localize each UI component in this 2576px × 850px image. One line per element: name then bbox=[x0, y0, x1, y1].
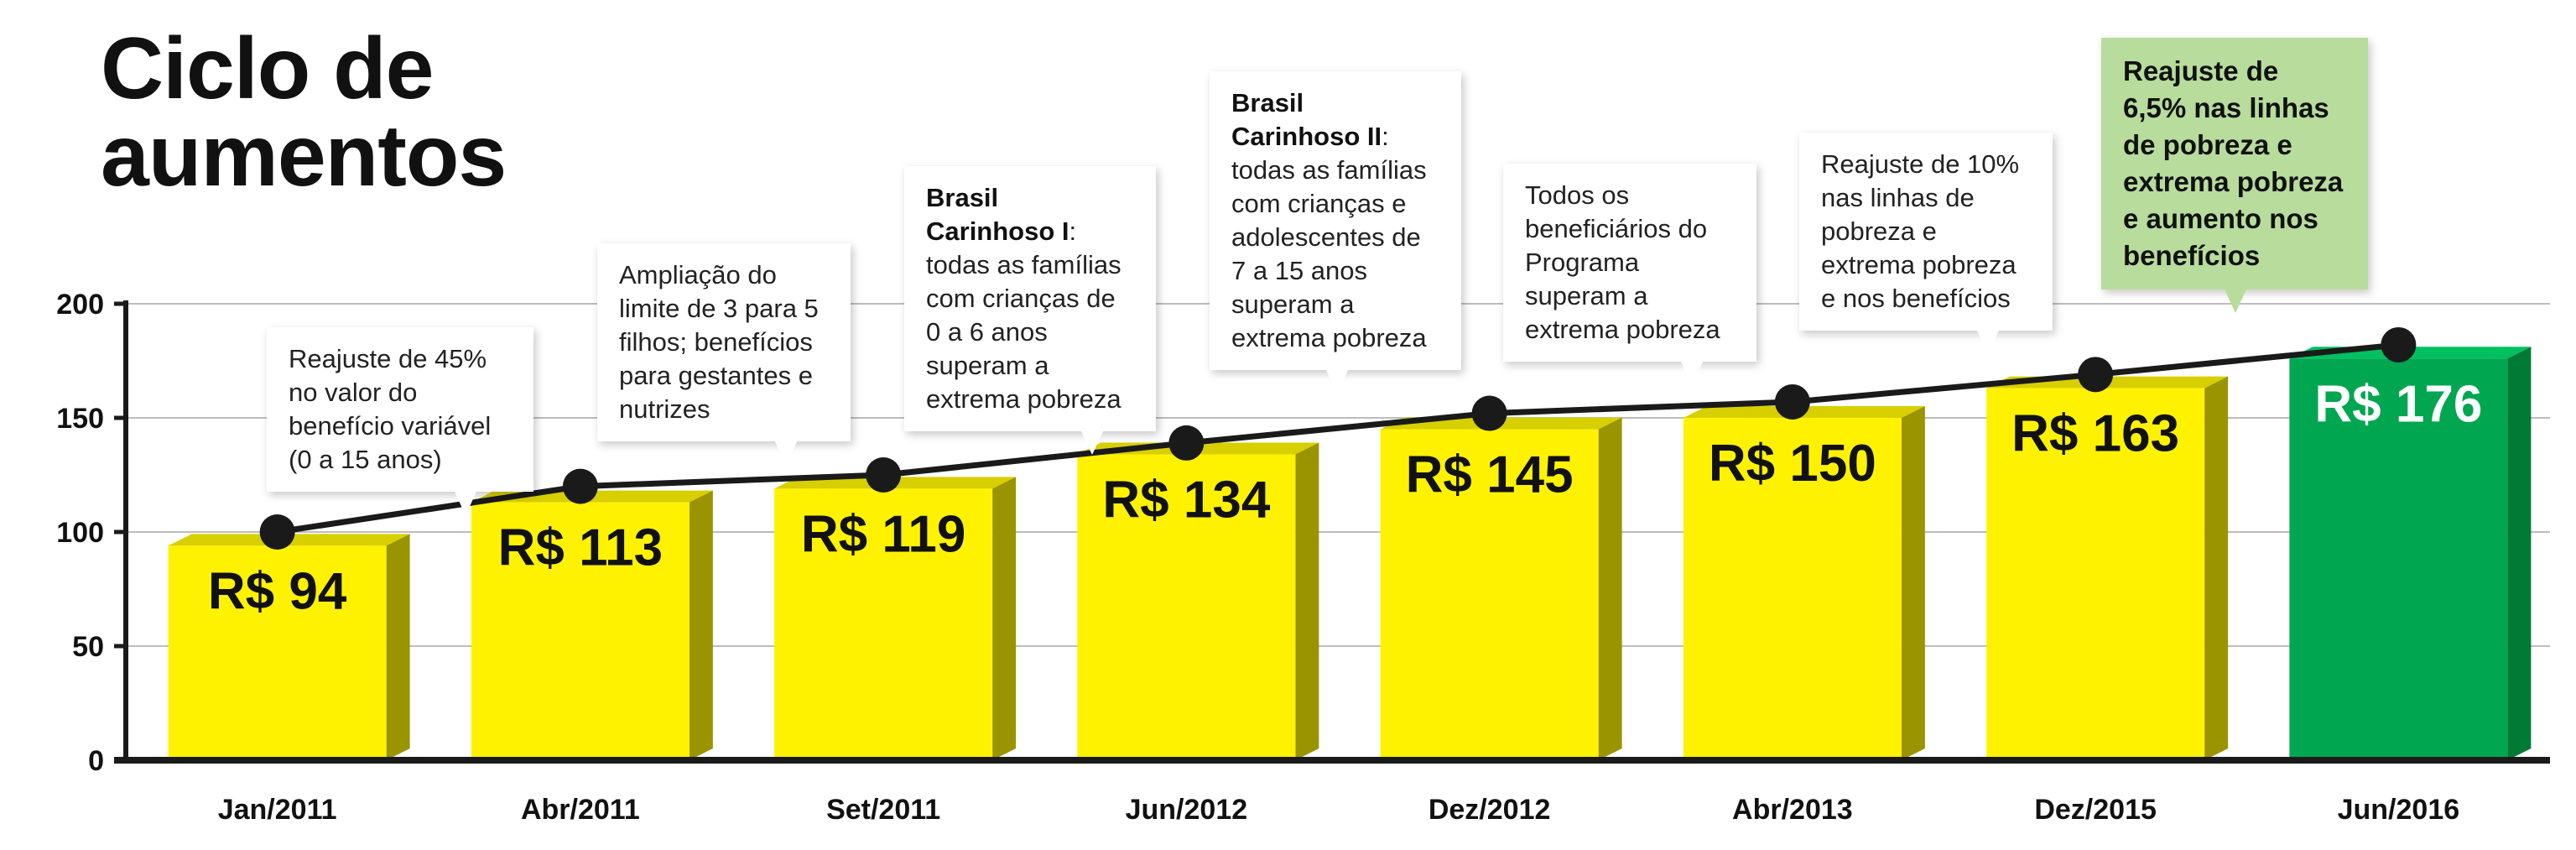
callout-text: Reajuste de 10% nas linhas de pobreza e … bbox=[1821, 149, 2020, 313]
trend-point bbox=[1774, 383, 1810, 420]
bar bbox=[1683, 418, 1902, 760]
trend-point bbox=[1471, 395, 1507, 431]
bar-side-face bbox=[1598, 417, 1622, 760]
bar-side-face bbox=[1295, 442, 1319, 760]
bar-side-face bbox=[2507, 347, 2532, 760]
x-tick-label: Jun/2016 bbox=[2338, 794, 2460, 826]
bar-value-label: R$ 113 bbox=[498, 519, 664, 577]
x-tick-label: Jan/2011 bbox=[218, 794, 337, 826]
y-tick-label: 150 bbox=[56, 403, 104, 435]
chart-title: Ciclo de aumentos bbox=[101, 20, 507, 205]
bar-value-label: R$ 145 bbox=[1406, 446, 1574, 504]
bar-side-face bbox=[992, 477, 1017, 760]
callout-text: Reajuste de 45% no valor do benefício va… bbox=[289, 344, 492, 474]
bar bbox=[774, 488, 993, 760]
y-tick-label: 100 bbox=[56, 517, 104, 549]
bar-value-label: R$ 176 bbox=[2314, 375, 2482, 433]
bar bbox=[168, 545, 387, 760]
bar-value-label: R$ 94 bbox=[208, 562, 347, 620]
callout-text: : todas as famílias com crianças e adole… bbox=[1231, 122, 1427, 352]
callout-jun-2016: Reajuste de 6,5% nas linhas de pobreza e… bbox=[2101, 38, 2368, 313]
trend-point bbox=[1168, 425, 1205, 461]
y-tick-label: 0 bbox=[88, 745, 104, 777]
trend-point bbox=[866, 457, 902, 493]
bar bbox=[1986, 388, 2205, 760]
bar-value-label: R$ 150 bbox=[1709, 435, 1876, 493]
callout-dez-2015: Reajuste de 10% nas linhas de pobreza e … bbox=[1799, 133, 2053, 354]
trend-line bbox=[277, 342, 2399, 535]
callout-bold: Brasil Carinhoso II bbox=[1231, 88, 1382, 151]
x-tick-label: Abr/2013 bbox=[1732, 794, 1853, 826]
callout-text: Ampliação do limite de 3 para 5 filhos; … bbox=[619, 260, 819, 424]
callout-text: Reajuste de 6,5% nas linhas de pobreza e… bbox=[2123, 55, 2344, 271]
callout-dez-2012: Todos os beneficiários do Programa super… bbox=[1503, 164, 1756, 385]
bar bbox=[1077, 454, 1296, 760]
trend-point bbox=[2078, 357, 2114, 393]
bar bbox=[471, 502, 690, 760]
callout-bold: Brasil Carinhoso I bbox=[926, 183, 1069, 246]
bar-side-face bbox=[689, 490, 713, 760]
bar-side-face bbox=[386, 534, 410, 760]
callout-set-2011: Brasil Carinhoso I: todas as famílias co… bbox=[904, 166, 1156, 455]
bar-value-label: R$ 119 bbox=[801, 505, 966, 563]
trend-point bbox=[2381, 326, 2417, 362]
x-tick-label: Set/2011 bbox=[826, 794, 940, 826]
y-tick-label: 50 bbox=[72, 631, 104, 663]
bar-side-face bbox=[1901, 406, 1925, 760]
x-tick-label: Dez/2015 bbox=[2034, 794, 2157, 826]
callout-jun-2012: Brasil Carinhoso II: todas as famílias c… bbox=[1210, 71, 1461, 394]
bar-value-label: R$ 163 bbox=[2011, 405, 2179, 463]
callout-text: Todos os beneficiários do Programa super… bbox=[1525, 180, 1720, 344]
bar-side-face bbox=[2204, 376, 2229, 760]
trend-point bbox=[259, 514, 295, 550]
bar-value-label: R$ 134 bbox=[1102, 472, 1270, 529]
callout-jan-2011: Reajuste de 45% no valor do benefício va… bbox=[267, 327, 533, 515]
trend-point bbox=[562, 468, 598, 504]
x-tick-label: Dez/2012 bbox=[1429, 794, 1551, 826]
bar bbox=[2289, 358, 2508, 760]
y-tick-label: 200 bbox=[56, 289, 104, 321]
x-tick-label: Jun/2012 bbox=[1126, 794, 1248, 826]
callout-text: : todas as famílias com crianças de 0 a … bbox=[926, 216, 1121, 414]
bar bbox=[1380, 429, 1599, 760]
x-tick-label: Abr/2011 bbox=[521, 794, 640, 826]
callout-abr-2011: Ampliação do limite de 3 para 5 filhos; … bbox=[597, 243, 851, 465]
